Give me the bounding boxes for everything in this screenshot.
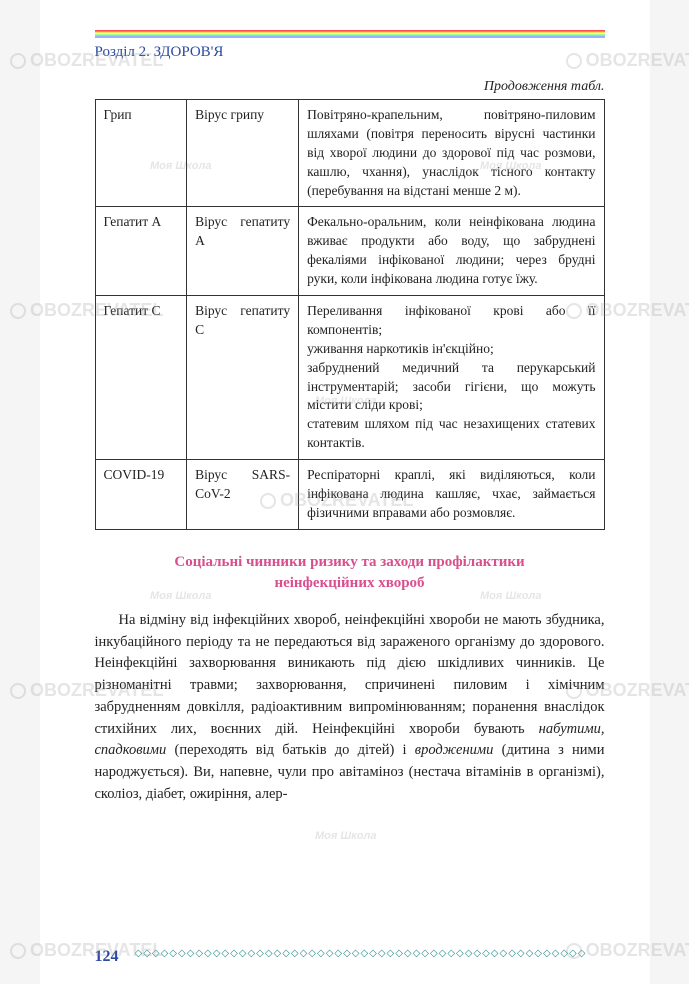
subheading-line2: неінфекційних хвороб — [274, 575, 424, 591]
pathogen-cell: Вірус гепатиту А — [187, 207, 299, 296]
footer-ornament: ◇◇◇◇◇◇◇◇◇◇◇◇◇◇◇◇◇◇◇◇◇◇◇◇◇◇◇◇◇◇◇◇◇◇◇◇◇◇◇◇… — [135, 948, 605, 960]
table-continuation-caption: Продовження табл. — [95, 79, 605, 95]
pathogen-cell: Вірус гепатиту С — [187, 296, 299, 460]
disease-cell: Гепатит А — [95, 207, 187, 296]
body-paragraph: На відміну від інфекційних хвороб, неінф… — [95, 610, 605, 806]
transmission-cell: Повітряно-крапельним, повітряно-пиловим … — [299, 100, 604, 207]
table-row: Грип Вірус грипу Повітряно-крапельним, п… — [95, 100, 604, 207]
header-rainbow-divider — [95, 30, 605, 38]
subsection-heading: Соціальні чинники ризику та заходи профі… — [95, 552, 605, 594]
pathogen-cell: Вірус SARS-CoV-2 — [187, 460, 299, 530]
table-row: Гепатит А Вірус гепатиту А Фекально-орал… — [95, 207, 604, 296]
paragraph-text: На відміну від інфекційних хвороб, неінф… — [95, 612, 605, 737]
transmission-cell: Переливання інфікованої крові або її ком… — [299, 296, 604, 460]
transmission-cell: Респіраторні краплі, які виділяються, ко… — [299, 460, 604, 530]
table-row: COVID-19 Вірус SARS-CoV-2 Респіраторні к… — [95, 460, 604, 530]
italic-term: вродженими — [415, 742, 494, 758]
subheading-line1: Соціальні чинники ризику та заходи профі… — [174, 554, 524, 570]
textbook-page: Розділ 2. ЗДОРОВ'Я Продовження табл. Гри… — [40, 0, 650, 984]
disease-cell: Гепатит С — [95, 296, 187, 460]
transmission-cell: Фекально-оральним, коли неінфікована люд… — [299, 207, 604, 296]
page-number: 124 — [95, 948, 119, 966]
pathogen-cell: Вірус грипу — [187, 100, 299, 207]
disease-cell: Грип — [95, 100, 187, 207]
diseases-table: Грип Вірус грипу Повітряно-крапельним, п… — [95, 99, 605, 530]
paragraph-text: (переходять від батьків до дітей) і — [166, 742, 414, 758]
disease-cell: COVID-19 — [95, 460, 187, 530]
section-header: Розділ 2. ЗДОРОВ'Я — [95, 44, 605, 61]
table-row: Гепатит С Вірус гепатиту С Переливання і… — [95, 296, 604, 460]
